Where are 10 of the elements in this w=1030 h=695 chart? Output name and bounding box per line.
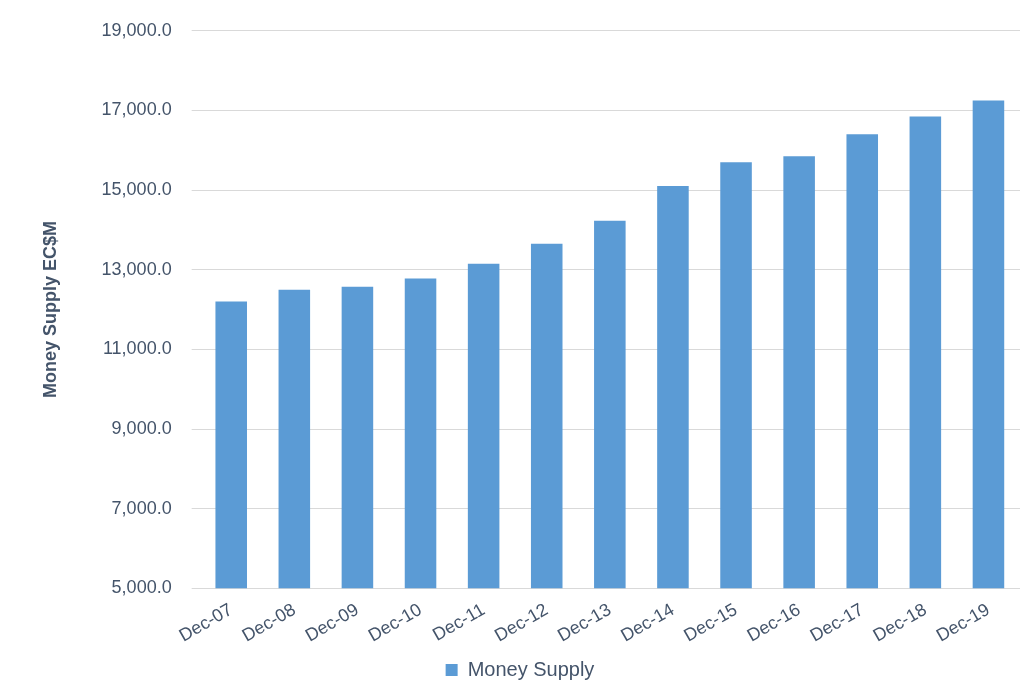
y-tick-label: 15,000.0 xyxy=(101,179,172,200)
y-tick-label: 17,000.0 xyxy=(101,99,172,120)
legend-label: Money Supply xyxy=(467,657,595,680)
y-axis-title: Money Supply EC$M xyxy=(39,221,60,399)
y-tick-label: 19,000.0 xyxy=(101,19,172,40)
y-tick-label: 13,000.0 xyxy=(101,258,172,279)
y-tick-label: 11,000.0 xyxy=(102,338,172,359)
y-tick-label: 5,000.0 xyxy=(111,577,172,598)
y-tick-label: 9,000.0 xyxy=(111,417,172,438)
y-tick-label: 7,000.0 xyxy=(111,497,172,518)
